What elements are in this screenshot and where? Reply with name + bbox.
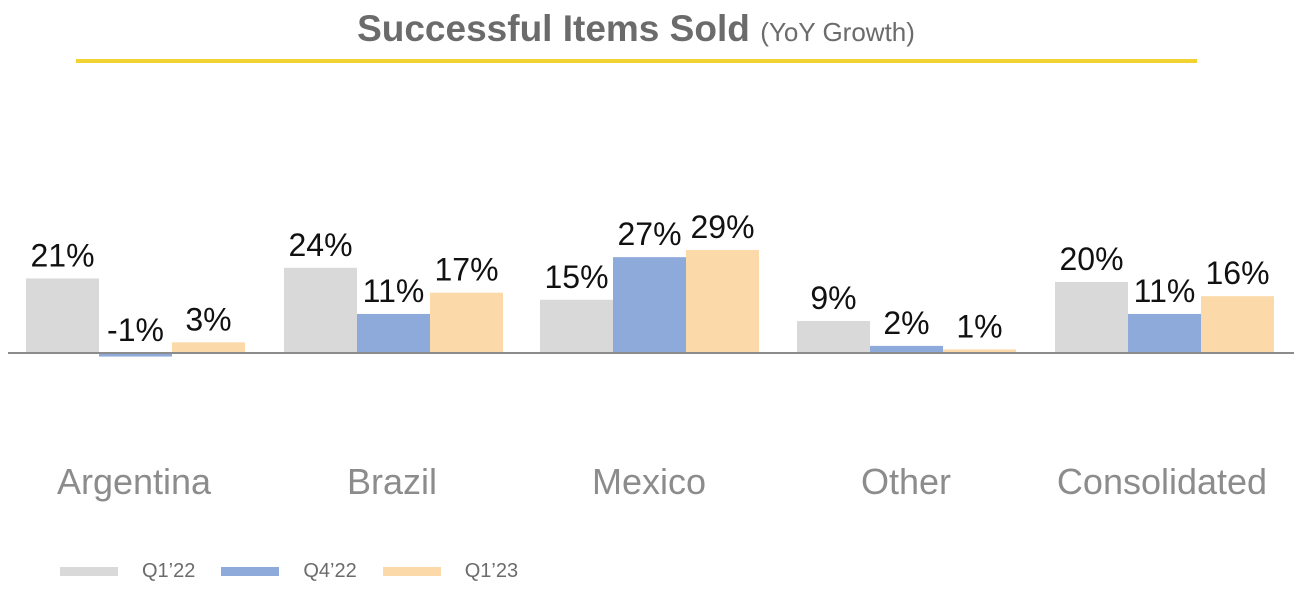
category-label-mexico: Mexico [592,461,706,502]
bar-mexico-q1-22 [540,299,613,353]
bar-other-q4-22 [870,345,943,353]
data-label-argentina-q1-22: 21% [30,237,94,273]
legend: Q1’22 Q4’22 Q1’23 [60,556,544,586]
data-label-other-q4-22: 2% [883,305,929,341]
bar-other-q1-23 [943,349,1016,353]
data-label-mexico-q4-22: 27% [617,216,681,252]
legend-item-q1-23: Q1’23 [382,559,519,583]
legend-item-q4-22: Q4’22 [221,559,357,583]
data-label-argentina-q1-23: 3% [185,301,231,337]
bar-consolidated-q1-23 [1201,296,1274,353]
data-label-consolidated-q4-22: 11% [1134,273,1196,309]
bar-brazil-q1-22 [284,267,357,353]
legend-label-q1-22: Q1’22 [142,559,196,582]
bar-argentina-q1-22 [26,278,99,353]
bar-consolidated-q1-22 [1055,282,1128,353]
chart-title: Successful Items Sold (YoY Growth) [0,8,1272,50]
data-label-mexico-q1-22: 15% [544,259,608,295]
title-underline [76,59,1197,63]
data-label-brazil-q1-23: 17% [434,252,498,288]
chart-title-main: Successful Items Sold [357,8,750,49]
bar-mexico-q4-22 [613,257,686,353]
bar-brazil-q4-22 [357,313,430,353]
legend-label-q1-23: Q1’23 [464,559,519,582]
data-label-mexico-q1-23: 29% [690,209,754,245]
category-label-consolidated: Consolidated [1057,461,1267,502]
data-label-other-q1-22: 9% [810,280,856,316]
legend-swatch-q1-22 [60,566,118,576]
bar-mexico-q1-23 [686,250,759,353]
chart-title-subtitle: (YoY Growth) [760,17,915,47]
legend-label-q4-22: Q4’22 [303,559,357,582]
category-label-other: Other [861,461,951,502]
data-label-brazil-q4-22: 11% [363,273,425,309]
bar-argentina-q1-23 [172,342,245,353]
data-label-argentina-q4-22: -1% [107,312,164,348]
legend-swatch-q1-23 [382,566,441,576]
data-label-brazil-q1-22: 24% [288,227,352,263]
legend-item-q1-22: Q1’22 [60,560,195,583]
data-label-consolidated-q1-22: 20% [1059,241,1123,277]
legend-swatch-q4-22 [221,566,280,576]
data-label-consolidated-q1-23: 16% [1205,255,1269,291]
bar-consolidated-q4-22 [1128,313,1201,353]
bar-other-q1-22 [797,321,870,353]
bar-argentina-q4-22 [99,353,172,357]
data-label-other-q1-23: 1% [956,308,1002,344]
category-label-argentina: Argentina [57,461,212,502]
category-label-brazil: Brazil [347,461,437,502]
bar-brazil-q1-23 [430,292,503,353]
